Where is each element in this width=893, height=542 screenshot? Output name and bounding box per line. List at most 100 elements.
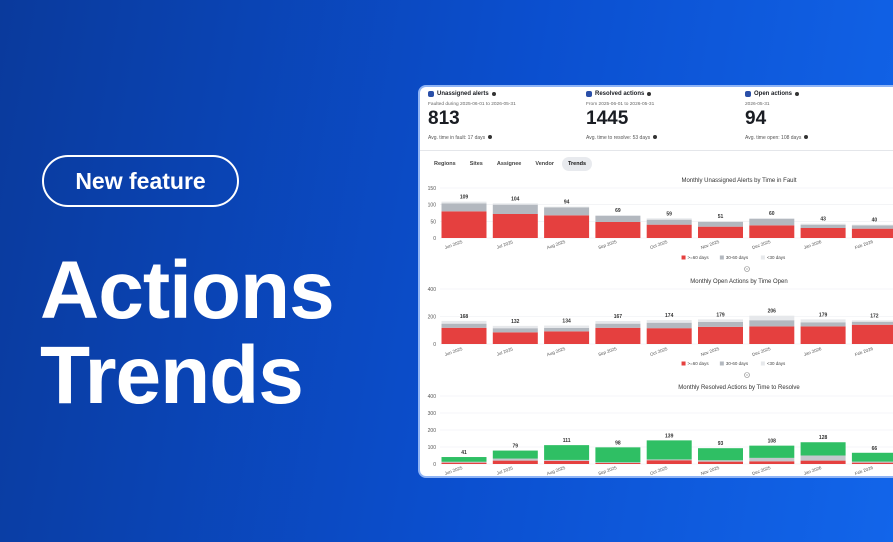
bar-segment — [749, 461, 795, 464]
total-label: 40 — [872, 218, 878, 224]
stat-value: 1445 — [586, 108, 629, 129]
zoom-icon — [744, 266, 750, 272]
bar-segment — [441, 211, 487, 238]
total-label: 139 — [665, 433, 674, 439]
x-tick-label: Oct 2025 — [649, 239, 668, 250]
bar-segment — [595, 323, 641, 328]
bar-segment — [441, 461, 487, 463]
bar-segment — [646, 218, 692, 220]
bar-segment — [492, 450, 538, 459]
total-label: 60 — [769, 211, 775, 217]
stat-value: 94 — [745, 108, 767, 129]
total-label: 111 — [563, 438, 571, 444]
total-label: 98 — [615, 440, 621, 446]
bar-segment — [698, 461, 743, 464]
total-label: 128 — [819, 435, 828, 441]
x-tick-label: Sep 2025 — [597, 346, 617, 357]
y-tick-label: 150 — [428, 186, 437, 192]
x-tick-label: Nov 2025 — [700, 346, 720, 357]
bar-segment — [441, 201, 487, 204]
x-tick-label: Jun 2025 — [444, 346, 464, 357]
total-label: 172 — [870, 313, 879, 319]
x-tick-label: Jun 2025 — [444, 465, 464, 476]
bar-segment — [646, 224, 692, 238]
total-label: 104 — [511, 196, 520, 202]
y-tick-label: 0 — [433, 236, 436, 242]
tab[interactable]: Sites — [469, 161, 483, 167]
total-label: 59 — [666, 211, 672, 217]
x-tick-label: Dec 2025 — [751, 465, 771, 476]
bar-segment — [492, 214, 538, 238]
stat-card: Resolved actions From 2025-06-01 to 2026-… — [586, 91, 741, 141]
bar-segment — [544, 445, 590, 460]
info-icon — [795, 92, 800, 96]
legend-label: >=60 days — [688, 255, 710, 260]
stat-label-row: Resolved actions — [586, 91, 741, 97]
tab[interactable]: Assignee — [496, 161, 522, 167]
legend-label: 30-60 days — [726, 255, 749, 260]
bar-segment — [851, 225, 893, 229]
bar-segment — [800, 319, 846, 323]
total-label: 167 — [614, 314, 623, 320]
stat-period: From 2025-06-01 to 2026-05-31 — [586, 102, 655, 107]
bar-segment — [851, 228, 893, 238]
bar-segment — [646, 328, 692, 344]
bar-segment — [698, 226, 743, 238]
bar-segment — [595, 462, 641, 463]
total-label: 134 — [562, 319, 571, 325]
legend-swatch — [760, 255, 765, 260]
bar-segment — [851, 452, 893, 462]
bar-segment — [698, 322, 743, 327]
bar-segment — [646, 459, 692, 461]
x-tick-label: Sep 2025 — [597, 239, 617, 250]
total-label: 132 — [511, 319, 520, 325]
y-tick-label: 100 — [428, 445, 437, 451]
legend-swatch — [681, 255, 686, 260]
bar-segment — [595, 215, 641, 216]
tab[interactable]: Regions — [434, 161, 456, 167]
total-label: 69 — [615, 208, 621, 214]
bar-segment — [749, 320, 795, 327]
bar-segment — [749, 326, 795, 344]
y-tick-label: 400 — [428, 287, 437, 293]
bar-segment — [595, 222, 641, 238]
bar-segment — [646, 219, 692, 225]
legend-swatch — [719, 255, 724, 260]
x-tick-label: Oct 2025 — [649, 346, 668, 357]
bar-segment — [595, 462, 641, 464]
tabs: Regions Sites Assignee Vendor Trends — [428, 157, 593, 171]
bar-segment — [800, 455, 846, 461]
total-label: 43 — [820, 217, 826, 223]
chart-title: Monthly Unassigned Alerts by Time in Fau… — [681, 178, 796, 184]
zoom-icon — [744, 372, 750, 378]
bar-segment — [646, 440, 692, 460]
x-tick-label: Aug 2025 — [546, 346, 566, 357]
stat-icon — [428, 91, 434, 97]
bar-segment — [800, 228, 846, 238]
y-tick-label: 50 — [430, 219, 436, 225]
x-tick-label: Sep 2025 — [597, 465, 617, 476]
bar-segment — [441, 457, 487, 462]
stat-label: Open actions — [754, 91, 793, 97]
bar-segment — [851, 462, 893, 464]
bar-segment — [492, 325, 538, 329]
headline: Actions — [40, 245, 335, 336]
info-icon — [804, 135, 809, 139]
stat-label: Resolved actions — [595, 91, 645, 97]
stat-label-row: Unassigned alerts — [428, 91, 583, 97]
stat-value: 813 — [428, 108, 460, 129]
y-tick-label: 200 — [428, 315, 437, 321]
total-label: 179 — [716, 312, 725, 318]
tab[interactable]: Vendor — [535, 161, 554, 167]
bar-segment — [800, 224, 846, 228]
info-icon — [488, 135, 493, 139]
tab[interactable]: Trends — [561, 157, 593, 171]
bar-segment — [544, 206, 590, 208]
badge: New feature — [42, 155, 239, 207]
total-label: 51 — [718, 214, 724, 220]
x-tick-label: Jan 2026 — [803, 239, 823, 250]
chart-title: Monthly Resolved Actions by Time to Reso… — [678, 385, 800, 391]
bar-segment — [749, 218, 795, 219]
bar-segment — [749, 219, 795, 226]
stat-period: Faulted during 2025-06-01 to 2026-05-31 — [428, 102, 516, 107]
